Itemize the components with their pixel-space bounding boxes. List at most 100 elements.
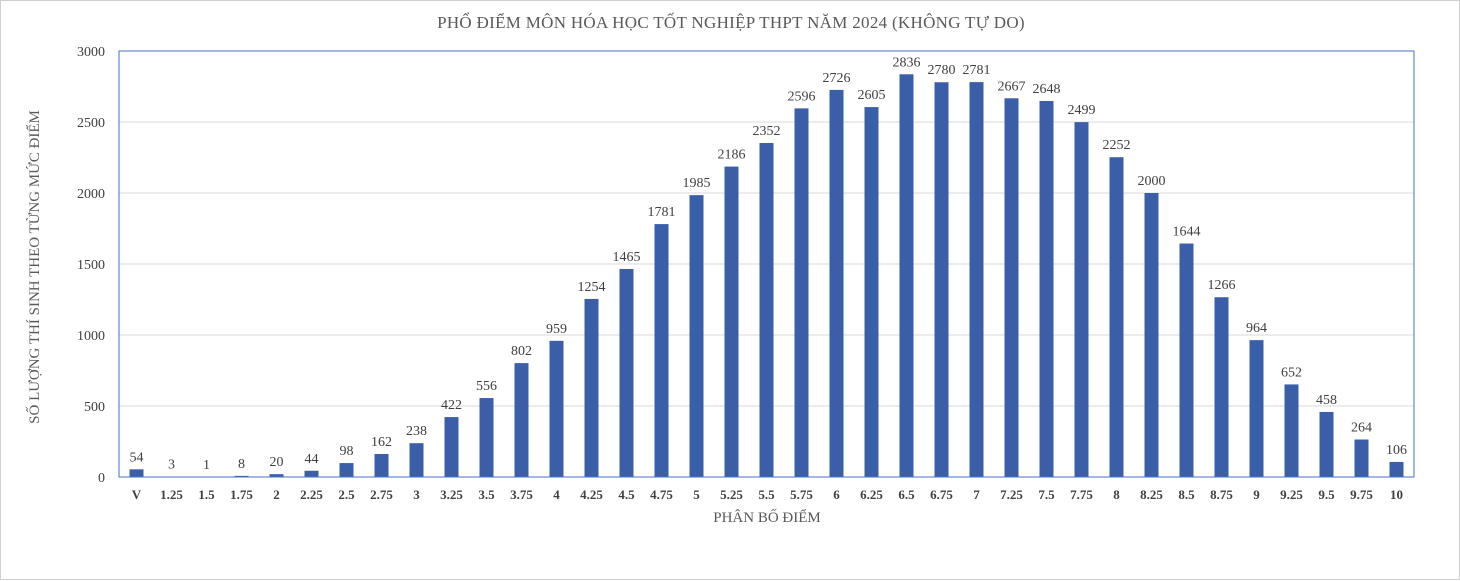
bar bbox=[445, 417, 459, 477]
bar bbox=[585, 299, 599, 477]
data-label: 2667 bbox=[998, 79, 1026, 94]
bar bbox=[1285, 384, 1299, 477]
data-label: 1985 bbox=[683, 176, 711, 191]
x-tick-label: 9.5 bbox=[1318, 487, 1335, 502]
x-tick-label: 5.75 bbox=[790, 487, 813, 502]
bar bbox=[1215, 297, 1229, 477]
x-tick-label: 2.75 bbox=[370, 487, 393, 502]
data-label: 2596 bbox=[788, 89, 816, 104]
x-tick-label: 10 bbox=[1390, 487, 1403, 502]
bar bbox=[1075, 122, 1089, 477]
x-tick-label: 6.75 bbox=[930, 487, 953, 502]
y-axis-title: SỐ LƯỢNG THÍ SINH THEO TỪNG MỨC ĐIỂM bbox=[25, 110, 43, 424]
data-label: 458 bbox=[1316, 393, 1337, 408]
data-label: 652 bbox=[1281, 365, 1302, 380]
data-label: 3 bbox=[168, 458, 175, 473]
x-tick-label: 8.75 bbox=[1210, 487, 1233, 502]
x-tick-label: 7.25 bbox=[1000, 487, 1023, 502]
x-tick-label: 9 bbox=[1253, 487, 1260, 502]
data-label: 1781 bbox=[648, 205, 676, 220]
bar bbox=[760, 143, 774, 477]
data-label: 98 bbox=[340, 444, 354, 459]
bar bbox=[1040, 101, 1054, 477]
bar bbox=[935, 82, 949, 477]
x-tick-label: 9.25 bbox=[1280, 487, 1303, 502]
bar bbox=[550, 341, 564, 477]
bar bbox=[1320, 412, 1334, 477]
data-label: 2186 bbox=[718, 148, 746, 163]
x-tick-label: 8 bbox=[1113, 487, 1120, 502]
data-label: 2252 bbox=[1103, 138, 1131, 153]
data-label: 2352 bbox=[753, 124, 781, 139]
data-label: 2605 bbox=[858, 88, 886, 103]
y-tick-label: 3000 bbox=[77, 45, 105, 60]
data-label: 2499 bbox=[1068, 103, 1096, 118]
y-tick-label: 0 bbox=[98, 471, 105, 486]
data-label: 1 bbox=[203, 458, 210, 473]
bar bbox=[1110, 157, 1124, 477]
bar bbox=[515, 363, 529, 477]
data-label: 1644 bbox=[1173, 225, 1201, 240]
x-tick-label: 4 bbox=[553, 487, 560, 502]
data-label: 20 bbox=[270, 455, 284, 470]
bar bbox=[795, 108, 809, 477]
x-axis-title: PHÂN BỐ ĐIỂM bbox=[713, 508, 821, 526]
x-tick-label: 1.5 bbox=[198, 487, 215, 502]
bar bbox=[410, 443, 424, 477]
x-tick-label: 5.25 bbox=[720, 487, 743, 502]
data-label: 422 bbox=[441, 398, 462, 413]
bar bbox=[620, 269, 634, 477]
x-tick-label: 4.75 bbox=[650, 487, 673, 502]
x-tick-label: 6.25 bbox=[860, 487, 883, 502]
data-label: 2726 bbox=[823, 71, 851, 86]
bar bbox=[970, 82, 984, 477]
data-label: 1254 bbox=[578, 280, 606, 295]
data-label: 2780 bbox=[928, 63, 956, 78]
data-label: 2648 bbox=[1033, 82, 1061, 97]
bar bbox=[305, 471, 319, 477]
x-tick-label: 5 bbox=[693, 487, 700, 502]
bar bbox=[655, 224, 669, 477]
y-tick-label: 1000 bbox=[77, 329, 105, 344]
x-tick-label: 2 bbox=[273, 487, 280, 502]
bar bbox=[690, 195, 704, 477]
bar bbox=[130, 469, 144, 477]
y-tick-label: 500 bbox=[84, 400, 105, 415]
data-label: 959 bbox=[546, 322, 567, 337]
x-tick-label: 3 bbox=[413, 487, 420, 502]
bar bbox=[1005, 98, 1019, 477]
bar bbox=[340, 463, 354, 477]
data-label: 802 bbox=[511, 344, 532, 359]
bar bbox=[830, 90, 844, 477]
bar bbox=[1390, 462, 1404, 477]
y-tick-label: 1500 bbox=[77, 258, 105, 273]
x-tick-label: 6 bbox=[833, 487, 840, 502]
data-label: 2836 bbox=[893, 55, 921, 70]
x-tick-label: 3.25 bbox=[440, 487, 463, 502]
bar bbox=[1250, 340, 1264, 477]
bar bbox=[1355, 440, 1369, 477]
x-tick-label: 6.5 bbox=[898, 487, 915, 502]
bar bbox=[1145, 193, 1159, 477]
bar bbox=[375, 454, 389, 477]
data-label: 556 bbox=[476, 379, 497, 394]
x-tick-label: V bbox=[132, 487, 142, 502]
data-label: 162 bbox=[371, 435, 392, 450]
x-tick-label: 3.75 bbox=[510, 487, 533, 502]
data-label: 1465 bbox=[613, 250, 641, 265]
data-label: 44 bbox=[305, 452, 319, 467]
data-label: 106 bbox=[1386, 443, 1407, 458]
data-label: 1266 bbox=[1208, 278, 1236, 293]
data-label: 2781 bbox=[963, 63, 991, 78]
x-tick-label: 2.5 bbox=[338, 487, 355, 502]
x-tick-label: 1.75 bbox=[230, 487, 253, 502]
bar bbox=[480, 398, 494, 477]
bar bbox=[865, 107, 879, 477]
x-tick-label: 8.25 bbox=[1140, 487, 1163, 502]
x-tick-label: 5.5 bbox=[758, 487, 775, 502]
y-tick-label: 2000 bbox=[77, 187, 105, 202]
